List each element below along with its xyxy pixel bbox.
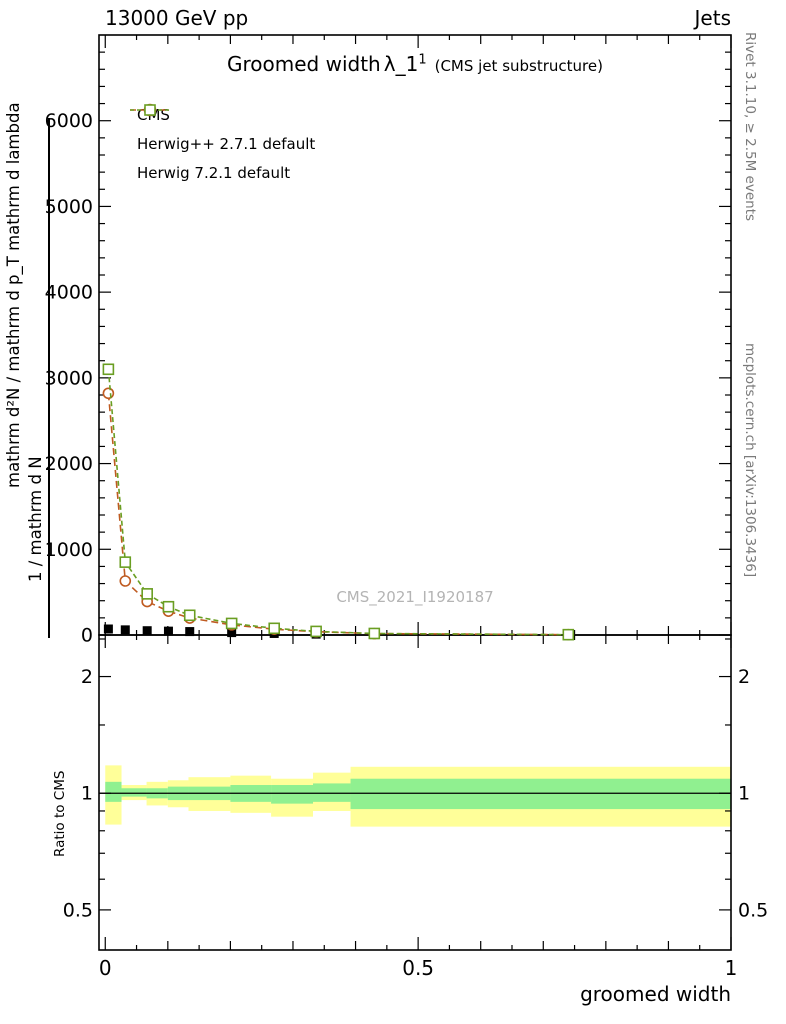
analysis-id-watermark: CMS_2021_I1920187 — [336, 588, 494, 606]
plot-title-text: Groomed width — [227, 52, 381, 76]
open-square-marker-icon — [130, 104, 170, 116]
plot-title-superscript: 1 — [418, 52, 427, 68]
svg-text:0: 0 — [81, 625, 93, 647]
svg-text:0: 0 — [99, 956, 112, 980]
svg-text:1: 1 — [81, 783, 93, 805]
svg-text:0.5: 0.5 — [63, 899, 93, 921]
svg-text:5000: 5000 — [45, 196, 93, 218]
svg-text:1: 1 — [738, 783, 750, 805]
y-axis-label-fragment-2: 1 / mathrm d N — [26, 456, 45, 582]
svg-text:1000: 1000 — [45, 539, 93, 561]
svg-text:2: 2 — [81, 666, 93, 688]
y-axis-label-fragment: mathrm d²N / mathrm d p_T mathrm d lambd… — [4, 102, 23, 488]
legend: CMS Herwig++ 2.7.1 default Herwig 7.2.1 … — [128, 100, 315, 187]
plot-title: Groomed width λ_11 (CMS jet substructure) — [99, 52, 731, 76]
analysis-group-label: Jets — [694, 6, 731, 30]
svg-text:1: 1 — [725, 956, 738, 980]
svg-text:0.5: 0.5 — [402, 956, 434, 980]
svg-text:2: 2 — [738, 666, 750, 688]
svg-text:3000: 3000 — [45, 367, 93, 389]
rivet-version-note: Rivet 3.1.10, ≥ 2.5M events — [742, 32, 758, 222]
axis-tick-labels: 0 1000 2000 3000 4000 5000 6000 0.5 0.5 1 1 2 2 0 0.5 1 — [45, 110, 769, 980]
legend-row-herwig7: Herwig 7.2.1 default — [128, 104, 315, 187]
svg-text:4000: 4000 — [45, 282, 93, 304]
legend-label-herwigpp: Herwig++ 2.7.1 default — [137, 134, 316, 153]
ratio-axis-label: Ratio to CMS — [52, 770, 68, 857]
legend-row-herwigpp: Herwig++ 2.7.1 default — [128, 103, 316, 158]
beam-energy-label: 13000 GeV pp — [105, 6, 249, 30]
series-herwig-7-2-1-default — [102, 363, 575, 641]
svg-text:0.5: 0.5 — [738, 899, 768, 921]
plot-title-context: (CMS jet substructure) — [434, 57, 603, 75]
ratio-band-inner — [105, 778, 731, 810]
y-axis-fraction-bar — [48, 118, 50, 638]
svg-text:6000: 6000 — [45, 110, 93, 132]
axis-ticks — [99, 35, 732, 950]
x-axis-label: groomed width — [580, 982, 731, 1006]
mcplots-reference-note: mcplots.cern.ch [arXiv:1306.3436] — [742, 343, 758, 578]
panel-frames — [98, 34, 732, 951]
legend-label-herwig7: Herwig 7.2.1 default — [137, 163, 291, 182]
svg-text:2000: 2000 — [45, 453, 93, 475]
plot-title-lambda: λ_1 — [383, 52, 419, 76]
